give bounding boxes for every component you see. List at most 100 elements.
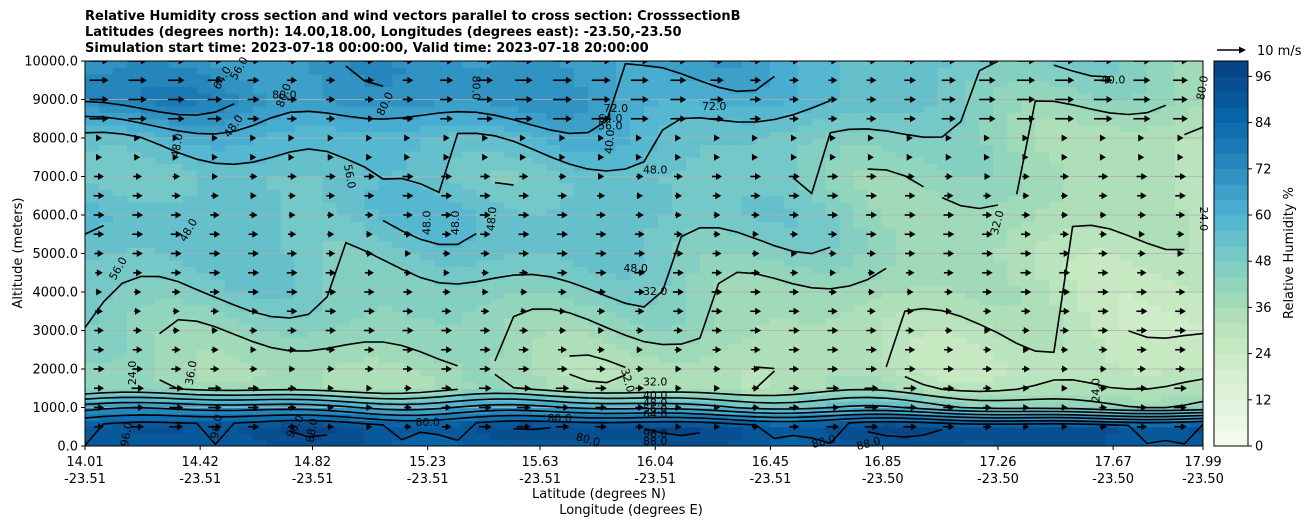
humidity-cell [699,285,715,293]
contour-label: 80.0 [470,76,483,101]
humidity-cell [126,336,142,344]
humidity-cell [1119,375,1134,383]
humidity-cell [490,208,505,216]
humidity-cell [98,336,114,344]
wind-arrow-head [328,423,335,431]
humidity-cell [685,356,701,364]
humidity-cell [462,292,477,300]
humidity-cell [406,285,421,293]
humidity-cell [560,381,575,389]
humidity-cell [98,369,114,377]
humidity-cell [825,73,841,81]
humidity-cell [126,125,142,133]
contour-label: 64.0 [598,112,623,125]
humidity-cell [350,317,366,325]
humidity-cell [140,407,156,415]
humidity-cell [797,227,813,235]
humidity-cell [1091,259,1106,267]
humidity-cell [769,311,785,319]
humidity-cell [196,439,212,446]
humidity-cell [504,240,519,248]
humidity-cell [574,247,589,255]
humidity-cell [895,381,911,389]
humidity-cell [979,144,994,152]
humidity-cell [308,394,324,402]
humidity-cell [308,163,324,171]
humidity-cell [350,195,366,203]
humidity-cell [657,157,673,165]
humidity-cell [1175,67,1190,75]
humidity-cell [546,105,561,113]
humidity-cell [140,73,156,81]
humidity-cell [630,118,645,126]
humidity-cell [1007,369,1022,377]
humidity-cell [1119,176,1134,184]
humidity-cell [937,292,953,300]
humidity-cell [783,259,799,267]
humidity-cell [1133,61,1148,69]
wind-arrow-head [833,404,840,411]
humidity-cell [378,61,394,69]
humidity-cell [1007,311,1022,319]
humidity-cell [1175,202,1190,210]
humidity-cell [657,426,673,434]
humidity-cell [392,247,408,255]
humidity-cell [699,93,715,101]
humidity-cell [85,99,100,107]
humidity-cell [1133,227,1148,235]
humidity-cell [727,163,743,171]
humidity-cell [755,292,771,300]
humidity-cell [1189,93,1203,101]
humidity-cell [909,369,925,377]
humidity-cell [168,176,184,184]
humidity-cell [266,394,282,402]
humidity-cell [839,125,855,133]
humidity-cell [448,170,463,178]
humidity-cell [112,272,128,280]
humidity-cell [336,189,352,197]
humidity-cell [532,138,547,146]
humidity-cell [713,125,729,133]
humidity-cell [685,381,701,389]
humidity-cell [112,182,128,190]
humidity-cell [630,73,645,81]
humidity-cell [685,125,701,133]
humidity-cell [1021,118,1036,126]
humidity-cell [182,304,198,312]
humidity-cell [1063,80,1078,88]
humidity-cell [853,99,869,107]
humidity-cell [224,221,240,229]
humidity-cell [1007,426,1022,434]
humidity-cell [867,202,883,210]
humidity-cell [853,215,869,223]
humidity-cell [546,73,561,81]
humidity-cell [1161,298,1176,306]
humidity-cell [713,247,729,255]
humidity-cell [727,401,743,409]
humidity-cell [154,259,170,267]
humidity-cell [266,433,282,441]
humidity-cell [923,388,939,396]
humidity-cell [490,330,505,338]
humidity-cell [1021,272,1036,280]
humidity-cell [1175,356,1190,364]
humidity-cell [685,362,701,370]
humidity-cell [434,131,449,139]
humidity-cell [644,420,659,428]
humidity-cell [797,202,813,210]
humidity-cell [574,369,589,377]
humidity-cell [1091,195,1106,203]
humidity-cell [839,61,855,69]
humidity-cell [769,401,785,409]
humidity-cell [671,227,687,235]
humidity-cell [294,324,310,332]
humidity-cell [434,330,449,338]
humidity-cell [1091,407,1106,415]
humidity-cell [532,439,547,446]
humidity-cell [657,356,673,364]
humidity-cell [392,420,408,428]
humidity-cell [85,292,100,300]
humidity-cell [671,125,687,133]
humidity-cell [364,349,380,357]
humidity-cell [671,215,687,223]
